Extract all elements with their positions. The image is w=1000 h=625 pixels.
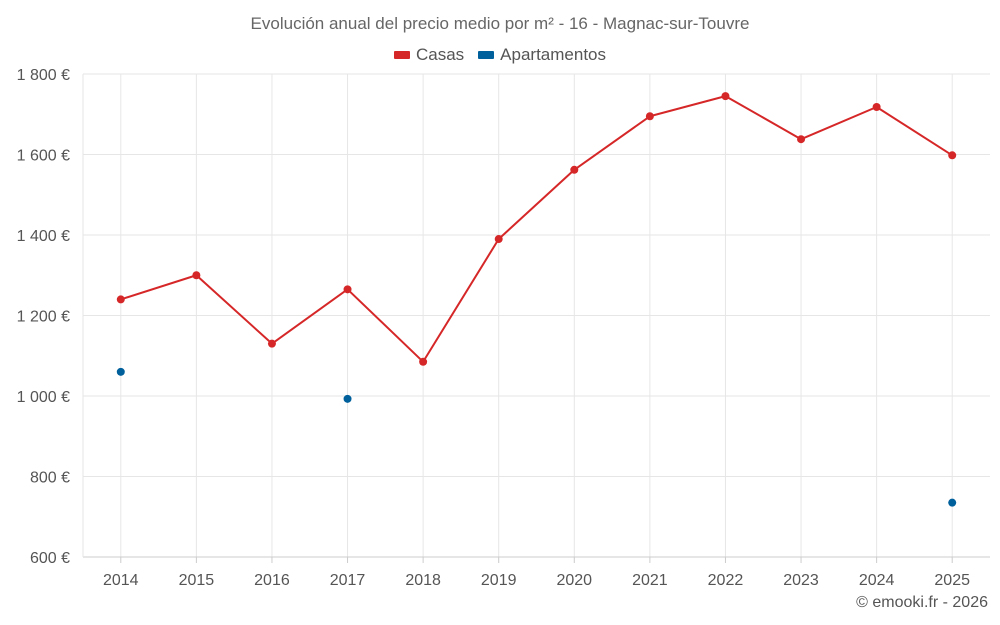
- y-tick-label: 1 800 €: [17, 67, 70, 84]
- legend-item-casas[interactable]: Casas: [393, 45, 465, 65]
- data-point-apartamentos-2014: [116, 367, 125, 376]
- y-tick-label: 600 €: [30, 550, 70, 567]
- y-tick-label: 800 €: [30, 470, 70, 487]
- data-point-casas-2025: [948, 151, 957, 160]
- data-point-casas-2017: [343, 285, 352, 294]
- data-point-casas-2021: [645, 112, 654, 121]
- x-tick-label: 2023: [783, 572, 819, 589]
- data-point-casas-2023: [797, 135, 806, 144]
- chart-title: Evolución anual del precio medio por m² …: [250, 14, 750, 33]
- data-point-casas-2015: [192, 271, 201, 280]
- x-tick-label: 2015: [179, 572, 215, 589]
- x-tick-label: 2025: [934, 572, 970, 589]
- data-point-apartamentos-2025: [948, 498, 957, 507]
- x-tick-label: 2014: [103, 572, 139, 589]
- y-tick-label: 1 200 €: [17, 309, 70, 326]
- legend-item-apartamentos[interactable]: Apartamentos: [478, 45, 606, 65]
- y-tick-label: 1 000 €: [17, 389, 70, 406]
- data-point-apartamentos-2017: [343, 394, 352, 403]
- y-tick-label: 1 600 €: [17, 148, 70, 165]
- data-point-casas-2016: [267, 339, 276, 348]
- x-tick-label: 2019: [481, 572, 517, 589]
- x-tick-label: 2017: [330, 572, 366, 589]
- y-tick-label: 1 400 €: [17, 228, 70, 245]
- data-point-casas-2022: [721, 92, 730, 101]
- data-point-casas-2020: [570, 165, 579, 174]
- data-point-casas-2019: [494, 235, 503, 244]
- credit-text: © emooki.fr - 2026: [856, 594, 988, 611]
- x-tick-label: 2018: [405, 572, 441, 589]
- chart-legend: Casas Apartamentos: [0, 45, 1000, 65]
- series-line-casas: [120, 95, 953, 363]
- data-point-casas-2014: [116, 295, 125, 304]
- x-tick-label: 2022: [708, 572, 744, 589]
- legend-label-apartamentos: Apartamentos: [500, 45, 607, 64]
- data-point-casas-2024: [872, 103, 881, 112]
- data-point-casas-2018: [419, 357, 428, 366]
- x-tick-label: 2016: [254, 572, 290, 589]
- legend-swatch-casas: [393, 51, 410, 59]
- x-tick-label: 2020: [556, 572, 592, 589]
- x-tick-label: 2024: [859, 572, 895, 589]
- legend-swatch-apartamentos: [478, 51, 495, 59]
- x-tick-label: 2021: [632, 572, 668, 589]
- legend-label-casas: Casas: [415, 45, 465, 64]
